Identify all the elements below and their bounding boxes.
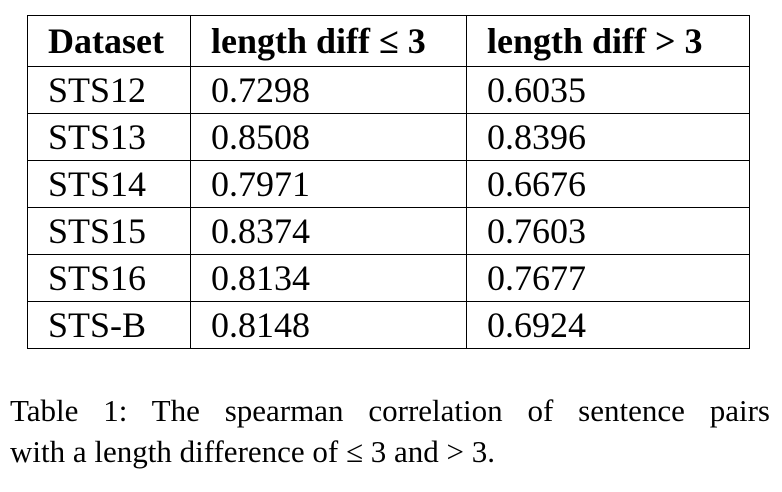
cell-value-gt-3: 0.7603 <box>466 207 750 255</box>
caption-line-2: with a length difference of ≤ 3 and > 3. <box>10 434 495 469</box>
results-table: Dataset length diff ≤ 3 length diff > 3 … <box>27 15 750 349</box>
table-header-row: Dataset length diff ≤ 3 length diff > 3 <box>27 15 750 67</box>
table-row: STS13 0.8508 0.8396 <box>27 113 750 161</box>
table-row: STS12 0.7298 0.6035 <box>27 66 750 114</box>
header-dataset: Dataset <box>27 15 191 67</box>
cell-value-le-3: 0.8374 <box>190 207 467 255</box>
cell-dataset: STS16 <box>27 254 191 302</box>
table-caption: Table 1: The spearman correlation of sen… <box>10 390 770 472</box>
cell-value-le-3: 0.8508 <box>190 113 467 161</box>
cell-dataset: STS-B <box>27 301 191 349</box>
cell-value-gt-3: 0.6676 <box>466 160 750 208</box>
cell-value-le-3: 0.7971 <box>190 160 467 208</box>
table-row: STS-B 0.8148 0.6924 <box>27 301 750 349</box>
cell-dataset: STS13 <box>27 113 191 161</box>
cell-value-le-3: 0.8148 <box>190 301 467 349</box>
cell-value-gt-3: 0.6035 <box>466 66 750 114</box>
header-length-diff-gt-3: length diff > 3 <box>466 15 750 67</box>
cell-value-gt-3: 0.8396 <box>466 113 750 161</box>
cell-dataset: STS12 <box>27 66 191 114</box>
table-row: STS16 0.8134 0.7677 <box>27 254 750 302</box>
cell-value-gt-3: 0.6924 <box>466 301 750 349</box>
cell-value-le-3: 0.8134 <box>190 254 467 302</box>
cell-dataset: STS15 <box>27 207 191 255</box>
cell-dataset: STS14 <box>27 160 191 208</box>
caption-line-1: Table 1: The spearman correlation of sen… <box>10 393 770 428</box>
table-row: STS15 0.8374 0.7603 <box>27 207 750 255</box>
cell-value-gt-3: 0.7677 <box>466 254 750 302</box>
cell-value-le-3: 0.7298 <box>190 66 467 114</box>
table-row: STS14 0.7971 0.6676 <box>27 160 750 208</box>
header-length-diff-le-3: length diff ≤ 3 <box>190 15 467 67</box>
